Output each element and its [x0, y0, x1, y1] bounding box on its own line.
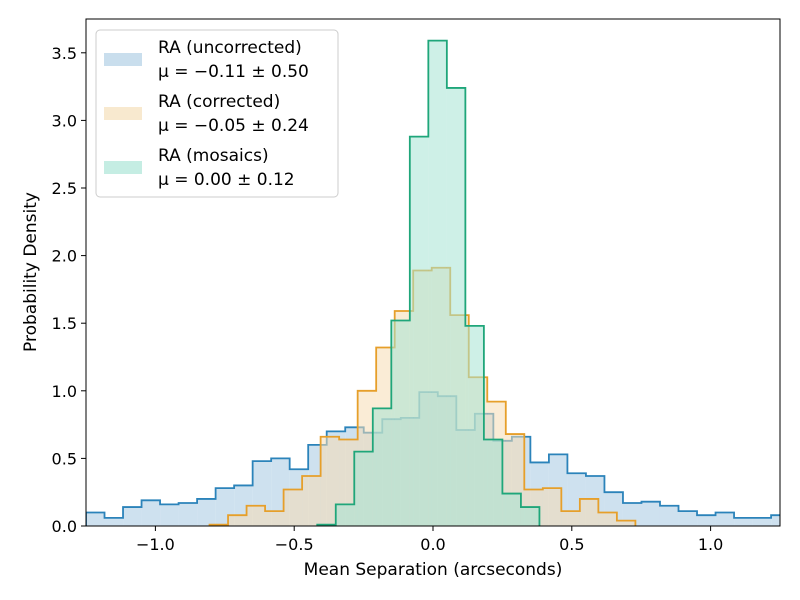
bar	[335, 504, 355, 526]
series-3	[316, 39, 541, 526]
bar	[428, 40, 447, 526]
x-axis-label: Mean Separation (arcseconds)	[304, 560, 563, 580]
y-axis-label: Probability Density	[21, 192, 41, 352]
bar	[160, 504, 179, 526]
bar	[616, 520, 636, 526]
y-tick-label: 0.5	[52, 449, 77, 468]
bar	[446, 87, 466, 526]
bar	[320, 436, 340, 526]
legend-item-3: RA (mosaics) μ = 0.00 ± 0.12	[104, 146, 295, 190]
x-tick-label: 0.0	[420, 535, 445, 554]
bar	[502, 493, 521, 526]
bar	[752, 517, 772, 526]
series-outline	[316, 39, 541, 526]
y-tick-label: 2.0	[52, 247, 77, 266]
legend-stat: μ = −0.05 ± 0.24	[158, 116, 309, 136]
legend-swatch	[104, 107, 142, 120]
legend-stat: μ = −0.11 ± 0.50	[158, 62, 309, 82]
legend-swatch	[104, 161, 142, 174]
y-tick-label: 2.5	[52, 179, 77, 198]
bar	[659, 505, 679, 526]
x-tick-label: −1.0	[136, 535, 175, 554]
bar	[265, 511, 284, 526]
bar	[141, 500, 161, 526]
bar	[598, 512, 617, 526]
y-tick-label: 0.0	[52, 517, 77, 536]
x-tick-label: −0.5	[275, 535, 314, 554]
bar	[409, 136, 429, 526]
bar	[520, 507, 540, 526]
bar	[372, 408, 392, 526]
y-tick-label: 3.0	[52, 111, 77, 130]
bar	[483, 439, 503, 526]
bar	[465, 325, 484, 526]
bar	[123, 507, 142, 526]
bar	[354, 451, 373, 526]
legend-label: RA (mosaics)	[158, 146, 269, 166]
bar	[178, 503, 198, 526]
legend-box	[95, 29, 339, 198]
bar	[771, 515, 780, 526]
bar	[697, 515, 716, 526]
bar	[283, 489, 303, 526]
bar	[302, 475, 321, 526]
legend: RA (uncorrected) μ = −0.11 ± 0.50 RA (corr…	[95, 29, 339, 198]
legend-label: RA (uncorrected)	[158, 38, 302, 58]
histogram-layer	[86, 39, 800, 526]
bar	[228, 515, 247, 526]
axis-ticks: −1.0 −0.5 0.0 0.5 1.0 0.0 0.5 1.0 1.5 2.0 2.5 3.0 3.…	[52, 44, 724, 554]
bar	[678, 511, 698, 526]
legend-item-2: RA (corrected) μ = −0.05 ± 0.24	[104, 92, 309, 136]
bar	[715, 512, 735, 526]
y-tick-label: 1.5	[52, 314, 77, 333]
bar	[86, 512, 105, 526]
y-tick-label: 3.5	[52, 44, 77, 63]
bar	[561, 511, 580, 526]
y-tick-label: 1.0	[52, 382, 77, 401]
bar	[104, 517, 124, 526]
bar	[579, 498, 599, 526]
bar	[790, 521, 800, 526]
bar	[734, 517, 753, 526]
legend-label: RA (corrected)	[158, 92, 280, 112]
bar	[542, 488, 562, 526]
x-tick-label: 0.5	[559, 535, 584, 554]
bar	[391, 320, 410, 526]
legend-swatch	[104, 53, 142, 66]
bar	[641, 501, 660, 526]
legend-stat: μ = 0.00 ± 0.12	[158, 170, 295, 190]
bar	[197, 498, 216, 526]
x-tick-label: 1.0	[698, 535, 723, 554]
legend-item-1: RA (uncorrected) μ = −0.11 ± 0.50	[104, 38, 309, 82]
bar	[246, 505, 266, 526]
